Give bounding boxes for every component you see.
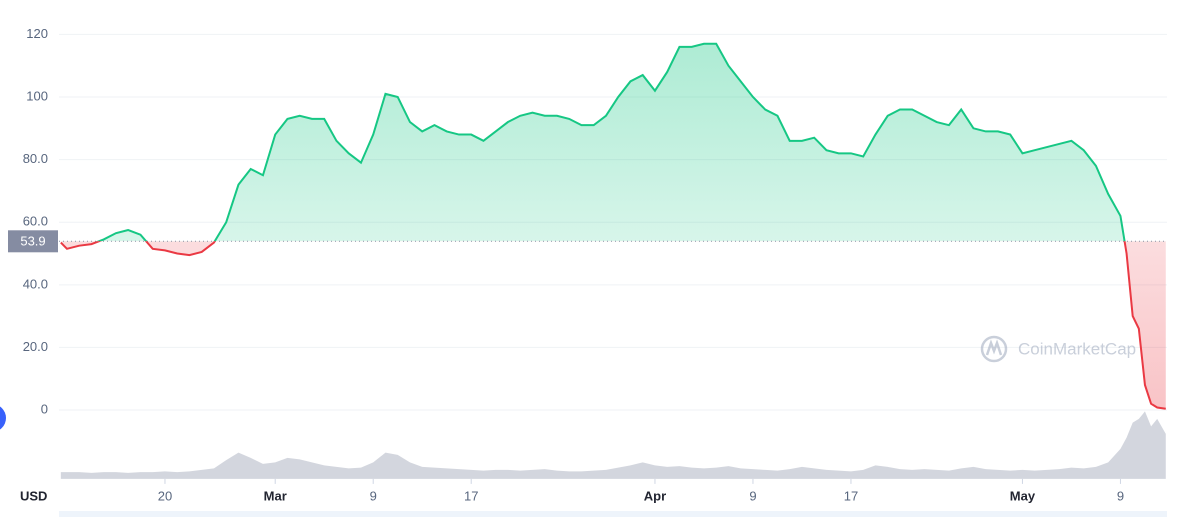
x-tick-label: 20 <box>158 488 172 503</box>
y-tick-label: 0 <box>41 401 48 416</box>
x-tick-label: 17 <box>844 488 858 503</box>
watermark: CoinMarketCap <box>980 335 1136 363</box>
x-tick-label: Mar <box>264 488 287 503</box>
y-tick-label: 120 <box>26 26 48 41</box>
scroll-strip <box>59 511 1167 517</box>
y-tick-label: 40.0 <box>23 276 48 291</box>
y-tick-label: 80.0 <box>23 151 48 166</box>
side-button[interactable] <box>0 404 6 432</box>
price-line-up <box>96 42 1126 242</box>
y-tick-label: 60.0 <box>23 214 48 229</box>
baseline-label: 53.9 <box>20 234 45 249</box>
watermark-text: CoinMarketCap <box>1018 339 1136 358</box>
x-tick-label: 9 <box>1117 488 1124 503</box>
x-tick-label: Apr <box>644 488 666 503</box>
volume-area <box>60 411 1166 479</box>
area-up <box>60 43 1166 242</box>
x-tick-label: 17 <box>464 488 478 503</box>
x-tick-label: 9 <box>370 488 377 503</box>
x-tick-label: 9 <box>749 488 756 503</box>
y-tick-label: 20.0 <box>23 339 48 354</box>
currency-label: USD <box>20 488 47 503</box>
baseline-tag <box>8 230 58 253</box>
y-tick-label: 100 <box>26 88 48 103</box>
x-tick-label: May <box>1010 488 1036 503</box>
